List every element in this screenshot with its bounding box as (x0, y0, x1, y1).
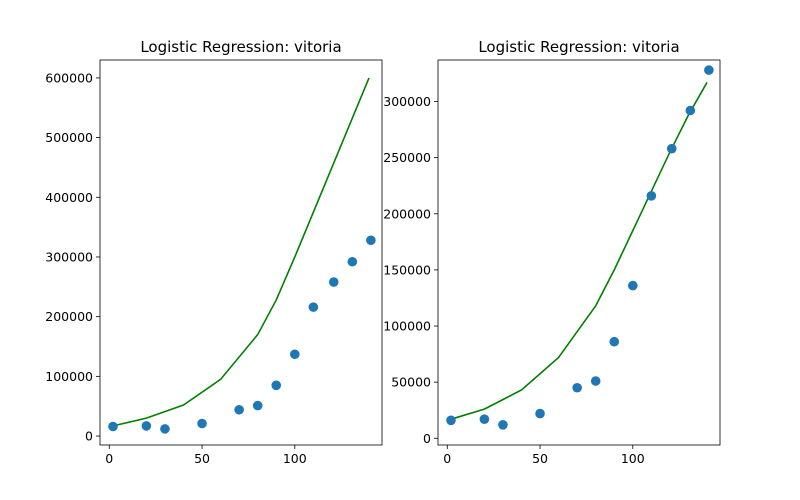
data-point (628, 280, 638, 291)
data-point (646, 191, 657, 201)
y-tick-label: 0 (85, 429, 93, 444)
data-point (572, 382, 582, 393)
chart-title: Logistic Regression: vitoria (478, 38, 679, 56)
axes-frame (99, 59, 383, 446)
data-point (704, 65, 714, 75)
y-tick-label: 150000 (383, 262, 431, 277)
axes-frame (437, 59, 721, 446)
x-tick-label: 50 (532, 451, 548, 466)
x-tick-label: 100 (621, 451, 645, 466)
y-tick-label: 200000 (383, 206, 431, 221)
x-tick-label: 0 (105, 451, 113, 466)
y-tick-label: 250000 (383, 150, 431, 165)
data-point (479, 414, 490, 424)
data-point (197, 418, 207, 429)
y-tick-label: 300000 (383, 94, 431, 109)
data-point (308, 302, 319, 312)
x-tick-label: 100 (283, 451, 307, 466)
y-tick-label: 500000 (45, 130, 93, 145)
x-tick-label: 50 (194, 451, 210, 466)
y-tick-label: 600000 (45, 70, 93, 85)
data-point (252, 400, 263, 411)
y-tick-label: 400000 (45, 190, 93, 205)
y-tick-label: 0 (423, 431, 431, 446)
data-point (141, 421, 152, 431)
data-point (108, 421, 118, 432)
data-point (347, 256, 358, 267)
fit-line (450, 82, 708, 420)
y-tick-label: 100000 (383, 319, 431, 334)
data-point (609, 336, 620, 347)
subplot-right: Logistic Regression: vitoria 0 50 100 0 50000… (383, 38, 721, 466)
y-tick-label: 50000 (391, 375, 431, 390)
data-point (446, 415, 456, 426)
data-point (271, 380, 282, 391)
data-point (590, 376, 601, 386)
y-tick-label: 300000 (45, 249, 93, 264)
data-point (160, 424, 170, 434)
data-point (328, 277, 339, 287)
x-tick-label: 0 (443, 451, 451, 466)
y-tick-label: 100000 (45, 369, 93, 384)
subplot-left: Logistic Regression: vitoria 0 50 100 0 10000… (45, 38, 383, 466)
data-point (290, 349, 300, 360)
data-point (366, 235, 376, 246)
data-point (535, 408, 545, 419)
y-tick-label: 200000 (45, 309, 93, 324)
data-point (498, 419, 508, 430)
chart-title: Logistic Regression: vitoria (140, 38, 341, 56)
data-point (685, 105, 696, 116)
fit-line (112, 77, 370, 427)
data-point (234, 404, 244, 415)
data-point (666, 143, 677, 154)
